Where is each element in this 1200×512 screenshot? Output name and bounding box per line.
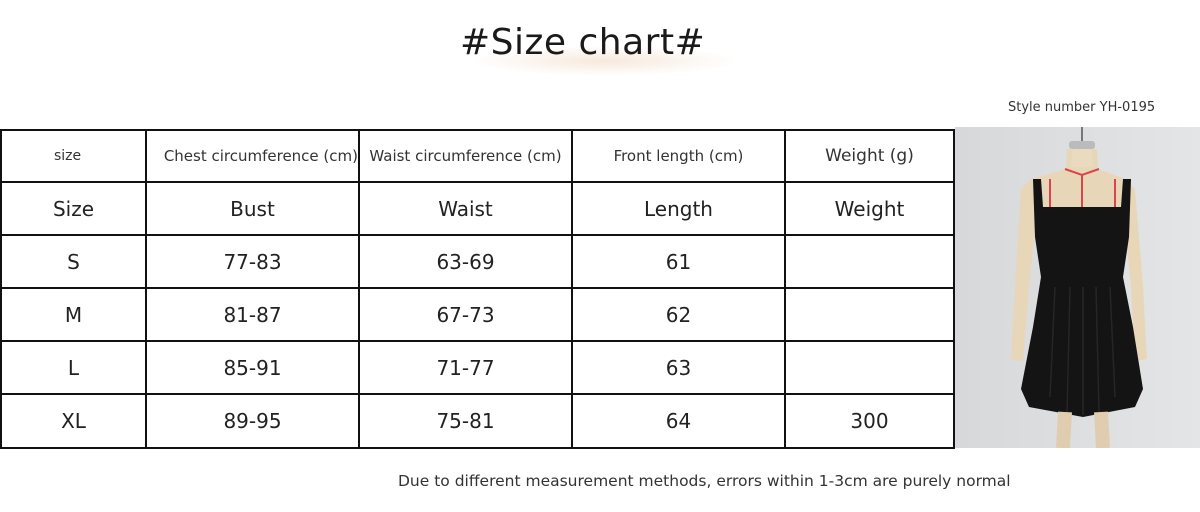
header-cell: Front length (cm) — [571, 129, 786, 183]
size-table: size Chest circumference (cm) Waist circ… — [0, 129, 955, 449]
header-cell: Weight (g) — [784, 129, 955, 183]
waist-cell: 71-77 — [358, 340, 573, 395]
header-cell: size — [0, 129, 147, 183]
subheader-cell: Bust — [145, 181, 360, 236]
product-photo — [955, 127, 1200, 449]
subheader-cell: Waist — [358, 181, 573, 236]
subheader-cell: Length — [571, 181, 786, 236]
weight-cell — [784, 340, 955, 395]
style-number: Style number YH-0195 — [1008, 100, 1156, 115]
bust-cell: 81-87 — [145, 287, 360, 342]
bust-cell: 89-95 — [145, 393, 360, 449]
subheader-cell: Size — [0, 181, 147, 236]
size-cell: M — [0, 287, 147, 342]
table-row: S 77-83 63-69 61 — [0, 234, 955, 289]
subheader-row: Size Bust Waist Length Weight — [0, 181, 955, 236]
table-row: M 81-87 67-73 62 — [0, 287, 955, 342]
weight-cell — [784, 287, 955, 342]
length-cell: 63 — [571, 340, 786, 395]
size-cell: S — [0, 234, 147, 289]
length-cell: 62 — [571, 287, 786, 342]
weight-cell — [784, 234, 955, 289]
page-title: #Size chart# — [440, 22, 740, 82]
header-cell: Chest circumference (cm) — [145, 129, 360, 183]
header-cell: Waist circumference (cm) — [358, 129, 573, 183]
length-cell: 61 — [571, 234, 786, 289]
size-cell: XL — [0, 393, 147, 449]
table-row: L 85-91 71-77 63 — [0, 340, 955, 395]
length-cell: 64 — [571, 393, 786, 449]
subheader-cell: Weight — [784, 181, 955, 236]
title-highlight — [470, 46, 740, 76]
header-row: size Chest circumference (cm) Waist circ… — [0, 129, 955, 183]
waist-cell: 67-73 — [358, 287, 573, 342]
size-cell: L — [0, 340, 147, 395]
bust-cell: 77-83 — [145, 234, 360, 289]
waist-cell: 63-69 — [358, 234, 573, 289]
waist-cell: 75-81 — [358, 393, 573, 449]
weight-cell: 300 — [784, 393, 955, 449]
bust-cell: 85-91 — [145, 340, 360, 395]
measurement-note: Due to different measurement methods, er… — [398, 472, 1011, 490]
title-text: #Size chart# — [460, 22, 706, 63]
dress-on-mannequin-image — [955, 127, 1200, 449]
table-row: XL 89-95 75-81 64 300 — [0, 393, 955, 449]
